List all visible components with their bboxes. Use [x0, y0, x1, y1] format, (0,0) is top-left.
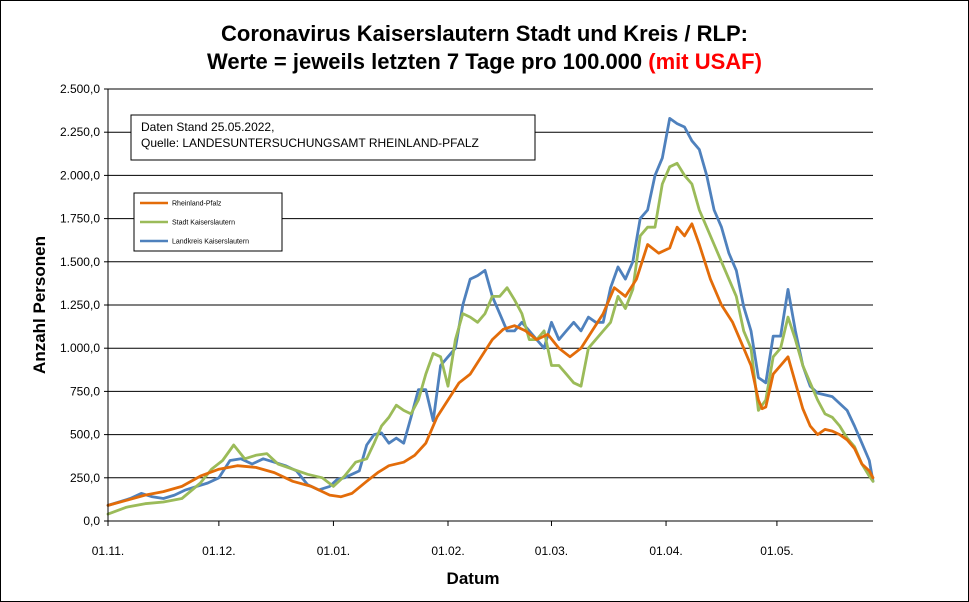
legend-label: Landkreis Kaiserslautern — [172, 239, 249, 246]
y-tick-label: 2.250,0 — [60, 125, 100, 139]
y-tick-label: 2.500,0 — [60, 82, 100, 96]
y-tick-label: 0,0 — [83, 514, 100, 528]
x-tick-label: 01.04. — [649, 544, 682, 558]
x-tick-label: 01.12. — [202, 544, 235, 558]
y-tick-label: 500,0 — [70, 428, 100, 442]
x-tick-label: 01.11. — [92, 544, 124, 558]
y-tick-label: 250,0 — [70, 471, 100, 485]
x-axis-ticks: 01.11. 01.12. 01.01. 01.02. 01.03. 01.04. 01.0… — [92, 521, 794, 558]
y-axis-ticks: 0,0 250,0 500,0 750,0 1.000,0 1.250,0 1.500,0 1… — [60, 82, 108, 528]
x-tick-label: 01.01. — [317, 544, 350, 558]
y-tick-label: 2.000,0 — [60, 168, 100, 182]
title-line-1: Coronavirus Kaiserslautern Stadt und Kre… — [221, 21, 748, 46]
info-line-2: Quelle: LANDESUNTERSUCHUNGSAMT RHEINLAND… — [141, 136, 479, 150]
y-tick-label: 750,0 — [70, 384, 100, 398]
y-tick-label: 1.750,0 — [60, 212, 100, 226]
series-line-rheinland-pfalz — [106, 222, 875, 507]
y-axis-title: Anzahl Personen — [30, 236, 49, 374]
title-line-2: Werte = jeweils letzten 7 Tage pro 100.0… — [0, 48, 969, 76]
series-lines — [106, 117, 875, 516]
title-line-2-text: Werte = jeweils letzten 7 Tage pro 100.0… — [207, 49, 643, 74]
y-tick-label: 1.500,0 — [60, 255, 100, 269]
legend: Rheinland-Pfalz Stadt Kaiserslautern Landk… — [133, 192, 283, 252]
x-tick-label: 01.03. — [535, 544, 568, 558]
chart-title: Coronavirus Kaiserslautern Stadt und Kre… — [0, 20, 969, 76]
x-tick-label: 01.05. — [760, 544, 793, 558]
x-axis-title: Datum — [447, 569, 500, 588]
y-tick-label: 1.250,0 — [60, 298, 100, 312]
series-line-landkreis-kaiserslautern — [106, 117, 875, 507]
x-tick-label: 01.02. — [431, 544, 464, 558]
series-line-stadt-kaiserslautern — [106, 161, 875, 516]
y-tick-label: 1.000,0 — [60, 341, 100, 355]
title-line-2-highlight: (mit USAF) — [648, 49, 762, 74]
info-line-1: Daten Stand 25.05.2022, — [141, 120, 274, 134]
legend-label: Stadt Kaiserslautern — [172, 220, 235, 227]
info-box: Daten Stand 25.05.2022, Quelle: LANDESUN… — [130, 114, 536, 161]
legend-label: Rheinland-Pfalz — [172, 201, 222, 208]
